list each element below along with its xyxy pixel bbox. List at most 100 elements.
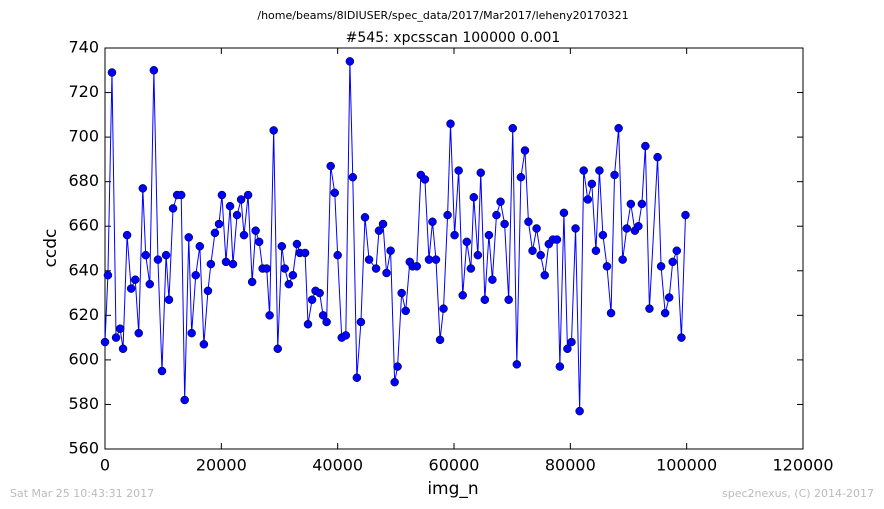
data-point [356,317,366,327]
data-point [393,362,402,371]
data-point [641,141,650,151]
x-tick-label: 100000 [656,456,717,475]
data-point [614,123,623,133]
data-point [602,262,612,271]
data-point [454,166,463,175]
data-point [681,210,690,220]
data-point [532,224,541,233]
data-point [145,279,155,289]
data-point [247,277,257,287]
data-point [591,246,601,255]
data-point [555,362,565,371]
data-point [390,377,399,387]
data-point [111,333,121,342]
data-point [348,172,358,182]
data-point [618,255,627,264]
data-point [228,259,238,269]
data-point [118,344,128,353]
data-point [100,337,110,347]
data-point [583,195,593,204]
data-point [303,319,313,329]
data-point [378,219,388,229]
data-point [540,270,549,280]
data-point [473,250,483,260]
data-point [180,395,189,405]
y-tick-label: 700 [68,127,99,146]
data-point [508,123,517,133]
data-point [269,126,278,135]
x-tick-label: 20000 [196,456,247,475]
data-point [645,304,654,313]
y-axis-label: ccdc [41,229,61,268]
data-point [371,264,381,273]
footer-credit: spec2nexus, (C) 2014-2017 [722,487,874,500]
data-point [668,257,677,267]
x-tick-label: 120000 [772,456,833,475]
data-point [480,295,490,304]
data-point [653,152,662,162]
data-point [157,366,167,376]
data-point [382,268,391,278]
data-point [446,119,455,128]
data-point [575,406,584,416]
data-point [660,308,670,318]
data-point [225,201,235,211]
data-point [333,250,342,260]
data-point [559,208,569,218]
chart-title: /home/beams/8IDIUSER/spec_data/2017/Mar2… [257,9,628,22]
data-point [187,328,196,338]
y-tick-label: 560 [68,439,99,458]
data-point [567,337,576,347]
data-point [420,175,430,184]
data-point [598,230,608,240]
data-point [199,340,209,349]
data-point [571,224,580,233]
data-point [622,224,632,233]
data-point [552,235,562,244]
data-point [107,68,117,77]
x-axis-label: img_n [427,479,478,499]
data-point [300,248,310,258]
y-tick-label: 720 [68,82,99,101]
x-tick-label: 40000 [312,456,363,475]
data-point [677,333,686,342]
data-point [195,242,205,251]
y-tick-label: 620 [68,305,99,324]
data-point [536,250,545,260]
data-point [637,199,647,209]
data-point [386,246,395,255]
data-point [214,219,224,229]
data-point [130,275,140,284]
x-tick-label: 0 [100,456,110,475]
data-point [492,210,501,220]
data-point [360,213,370,222]
data-point [251,226,260,235]
data-point [504,295,513,304]
data-point [500,219,509,229]
data-point [595,166,604,175]
data-point [184,233,194,242]
y-tick-label: 600 [68,349,99,368]
y-tick-label: 580 [68,394,99,413]
data-point [431,255,441,264]
data-point [352,373,362,382]
data-point [141,250,150,260]
data-point [606,308,616,318]
data-point [458,291,467,300]
data-point [307,295,317,304]
data-point [206,259,216,269]
data-point [488,275,497,284]
data-point [563,344,572,353]
data-point [516,172,526,182]
data-point [277,242,287,251]
data-point [318,311,328,320]
data-point [524,217,533,227]
data-point [496,197,505,206]
data-point [412,262,422,271]
data-point [265,311,274,320]
data-point [191,270,200,280]
y-tick-label: 640 [68,260,99,279]
data-point [439,304,448,313]
